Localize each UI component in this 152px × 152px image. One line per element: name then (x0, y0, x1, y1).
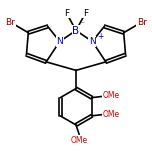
Text: N: N (89, 37, 96, 46)
Text: OMe: OMe (71, 136, 88, 145)
Text: Br: Br (137, 17, 147, 27)
Text: +: + (97, 32, 104, 41)
Text: B: B (73, 26, 79, 36)
Text: ⁻: ⁻ (80, 20, 84, 29)
Text: OMe: OMe (103, 110, 120, 119)
Text: Br: Br (5, 17, 15, 27)
Text: F: F (64, 9, 69, 18)
Text: OMe: OMe (103, 91, 120, 100)
Text: F: F (83, 9, 88, 18)
Text: N: N (56, 37, 63, 46)
